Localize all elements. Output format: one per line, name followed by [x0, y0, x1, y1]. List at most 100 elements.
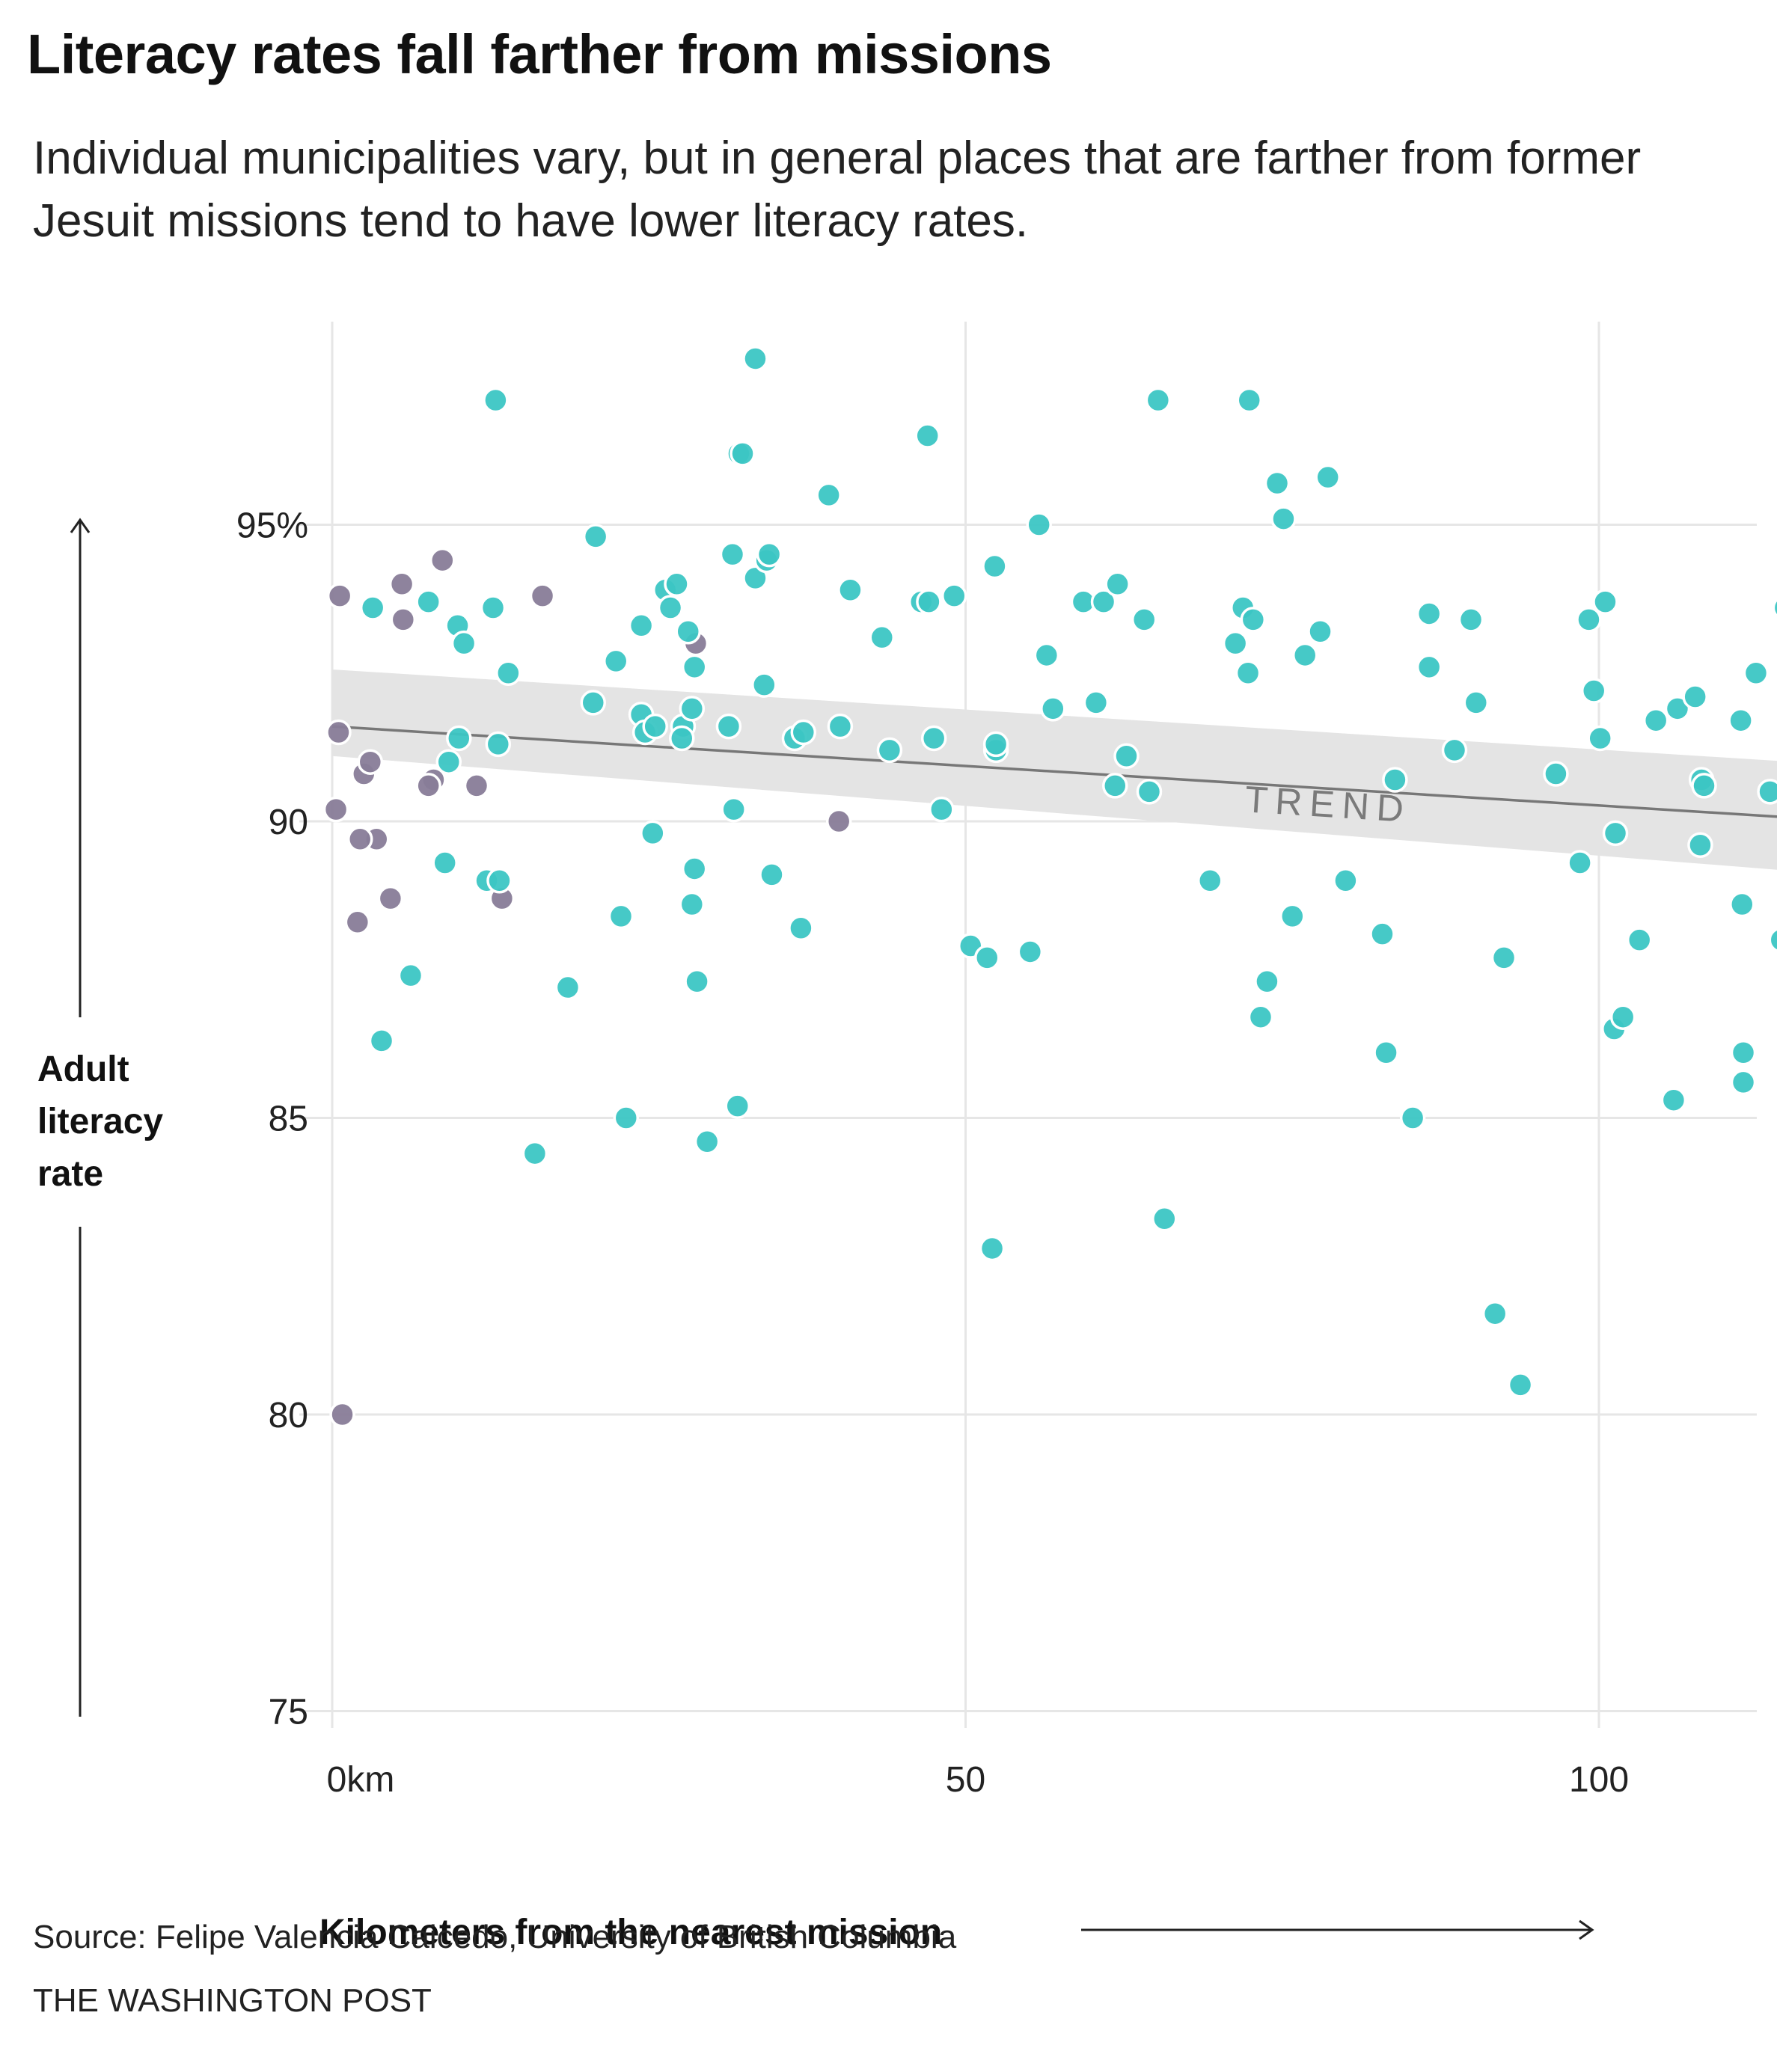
data-point	[368, 1028, 395, 1054]
data-point	[1642, 707, 1669, 734]
data-point	[1772, 598, 1777, 618]
data-point	[1416, 654, 1443, 681]
data-point	[435, 749, 462, 775]
x-axis-ticks: 0km50100150200	[327, 1760, 1629, 1800]
data-points	[322, 346, 1777, 1428]
data-point	[982, 731, 1009, 758]
data-point	[446, 725, 472, 752]
data-point	[344, 909, 371, 936]
x-tick-label: 0km	[327, 1760, 395, 1800]
data-point	[1033, 642, 1060, 669]
data-point	[1399, 1105, 1426, 1131]
data-point	[483, 387, 509, 414]
data-point	[1113, 743, 1140, 770]
data-point	[377, 885, 404, 912]
data-point	[1416, 601, 1443, 627]
data-point	[1373, 1040, 1399, 1066]
data-point	[914, 423, 941, 449]
data-point	[837, 577, 863, 603]
data-point	[1291, 642, 1318, 669]
y-tick-label: 75	[269, 1693, 308, 1732]
source-note: Source: Felipe Valencia Caicedo, Univers…	[33, 1919, 957, 1955]
data-point	[1131, 607, 1157, 633]
data-point	[759, 862, 785, 888]
data-point	[1090, 589, 1117, 615]
data-point	[642, 713, 668, 740]
data-point	[1609, 1004, 1636, 1030]
data-point	[1543, 761, 1569, 787]
data-point	[679, 891, 706, 918]
data-point	[486, 868, 513, 894]
data-point	[669, 725, 695, 752]
data-point	[463, 773, 490, 799]
y-tick-label: 85	[269, 1100, 308, 1139]
data-point	[1235, 660, 1261, 686]
data-point	[751, 672, 777, 698]
data-point	[825, 808, 852, 835]
data-point	[1333, 868, 1359, 894]
x-axis-label: Kilometers from the nearest mission	[319, 1913, 943, 1952]
data-point	[640, 820, 666, 847]
data-point	[359, 595, 386, 621]
data-point	[1691, 773, 1717, 799]
data-point	[1222, 630, 1249, 657]
data-point	[941, 583, 967, 609]
data-point	[429, 547, 456, 574]
data-point	[664, 571, 690, 598]
data-point	[929, 796, 955, 823]
data-point	[1730, 1040, 1757, 1066]
data-point	[1017, 939, 1044, 965]
data-point	[1682, 684, 1708, 710]
data-point	[1040, 696, 1066, 722]
data-point	[974, 945, 1000, 971]
data-point	[628, 613, 655, 639]
data-point	[788, 915, 814, 941]
data-point	[1240, 607, 1267, 633]
chart-subtitle: Individual municipalities vary, but in g…	[33, 132, 1642, 247]
data-point	[325, 719, 352, 746]
y-axis-arrowhead	[70, 518, 91, 533]
data-point	[1602, 820, 1629, 847]
data-point	[1757, 779, 1777, 805]
data-point	[1592, 589, 1618, 615]
data-point	[1463, 690, 1490, 716]
data-point	[1507, 1372, 1534, 1398]
y-tick-label: 95%	[236, 506, 308, 546]
data-point	[1729, 891, 1755, 918]
data-point	[756, 541, 783, 568]
data-point	[1587, 725, 1613, 752]
data-point	[675, 618, 701, 645]
data-point	[679, 696, 706, 722]
data-point	[554, 974, 581, 1001]
data-point	[1136, 779, 1163, 805]
data-point	[681, 856, 708, 882]
data-point	[1307, 618, 1333, 645]
data-point	[480, 595, 507, 621]
data-point	[982, 553, 1008, 580]
trend-line	[331, 725, 1777, 818]
data-point	[1026, 512, 1052, 538]
data-point	[1151, 1206, 1178, 1232]
data-point	[1664, 696, 1691, 722]
data-point	[1145, 387, 1172, 414]
data-point	[608, 903, 634, 930]
data-point	[602, 648, 629, 675]
data-point	[816, 482, 842, 509]
x-axis-arrow-head	[1579, 1919, 1594, 1940]
data-point	[613, 1105, 640, 1131]
data-point	[684, 968, 710, 995]
data-point	[730, 441, 756, 467]
publisher-credit: THE WASHINGTON POST	[33, 1982, 432, 2019]
y-axis-label: Adult literacy rate	[37, 1049, 164, 1194]
data-point	[1626, 927, 1653, 953]
data-point	[1102, 773, 1128, 799]
chart-title: Literacy rates fall farther from mission…	[27, 23, 1052, 85]
data-point	[916, 589, 942, 615]
data-point	[326, 583, 353, 609]
data-point	[742, 565, 768, 592]
data-point	[1743, 660, 1770, 686]
data-point	[346, 826, 373, 853]
data-point	[1254, 968, 1280, 995]
data-point	[724, 1093, 751, 1119]
